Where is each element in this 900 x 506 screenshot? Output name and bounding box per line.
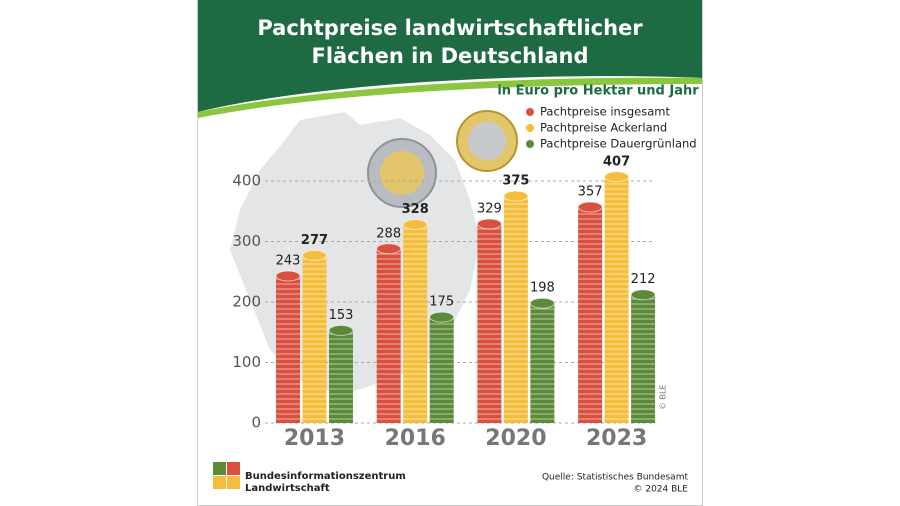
coin-2-euro-core <box>380 151 424 195</box>
legend-label: Pachtpreise Dauergrünland <box>540 137 697 151</box>
coin-top <box>630 289 656 301</box>
data-label: 175 <box>429 295 454 310</box>
coin-top <box>429 311 455 323</box>
x-tick-label: 2016 <box>385 426 446 451</box>
bar <box>578 207 603 423</box>
bar <box>329 330 353 423</box>
bar <box>604 176 629 423</box>
y-tick-label: 200 <box>232 293 261 311</box>
data-label: 375 <box>502 174 529 189</box>
chart-title: Pachtpreise landwirtschaftlicher Flächen… <box>257 16 643 68</box>
bar <box>429 317 454 423</box>
subtitle: in Euro pro Hektar und Jahr <box>497 84 699 99</box>
coin-top <box>476 218 502 230</box>
bar <box>276 275 300 423</box>
legend-marker <box>526 108 534 116</box>
bar <box>302 255 327 423</box>
header-band <box>198 0 702 112</box>
legend-marker <box>526 124 534 132</box>
header-swoosh <box>198 77 702 118</box>
coin-1-euro-core <box>468 122 506 160</box>
source: Quelle: Statistisches Bundesamt <box>542 473 688 483</box>
bar <box>530 303 555 423</box>
copyright: © 2024 BLE <box>633 485 688 495</box>
data-label: 212 <box>631 272 656 287</box>
coin-top <box>503 190 529 202</box>
logo <box>213 462 226 475</box>
coin-top <box>328 324 354 336</box>
x-tick-label: 2023 <box>586 426 647 451</box>
data-label: 407 <box>603 154 630 169</box>
legend-marker <box>526 140 534 148</box>
data-label: 198 <box>530 281 555 296</box>
data-label: 277 <box>301 233 328 248</box>
y-tick-label: 100 <box>232 353 261 371</box>
data-label: 243 <box>276 253 301 268</box>
data-label: 328 <box>402 202 429 217</box>
bar <box>631 294 656 423</box>
coin-top <box>529 297 555 309</box>
logo <box>227 476 240 489</box>
data-label: 288 <box>376 226 401 241</box>
legend-label: Pachtpreise insgesamt <box>540 105 670 119</box>
y-tick-label: 0 <box>251 414 261 432</box>
coin-top <box>376 243 402 255</box>
x-tick-label: 2020 <box>485 426 546 451</box>
coin-top <box>604 171 630 183</box>
legend-label: Pachtpreise Ackerland <box>540 121 667 135</box>
coin-top <box>402 219 428 231</box>
coin-top <box>577 201 603 213</box>
bar <box>503 196 528 423</box>
data-label: 357 <box>578 185 603 200</box>
logo <box>213 476 226 489</box>
y-tick-label: 300 <box>232 232 261 250</box>
logo <box>227 462 240 475</box>
data-label: 153 <box>329 308 354 323</box>
bar <box>477 223 502 423</box>
organization: Landwirtschaft <box>245 483 330 494</box>
coin-top <box>275 270 301 282</box>
credit: © BLE <box>659 384 668 410</box>
organization: Bundesinformationszentrum <box>245 471 406 482</box>
data-label: 329 <box>477 201 502 216</box>
bar <box>403 224 428 423</box>
coin-top <box>302 249 327 261</box>
x-tick-label: 2013 <box>284 426 345 451</box>
y-tick-label: 400 <box>232 172 261 190</box>
bar <box>376 248 401 423</box>
